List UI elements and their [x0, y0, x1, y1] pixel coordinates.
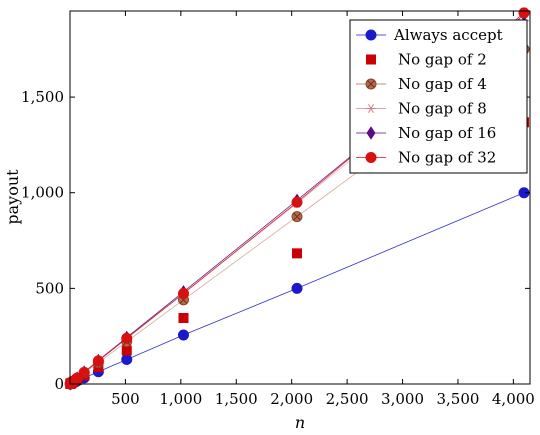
legend-label: No gap of 4 — [398, 75, 487, 93]
x-tick-label: 1,000 — [159, 390, 202, 408]
x-tick-label: 1,500 — [215, 390, 258, 408]
data-point — [92, 355, 104, 367]
x-tick-label: 500 — [111, 390, 140, 408]
x-tick-label: 2,000 — [270, 390, 313, 408]
y-axis-title: payout — [3, 169, 22, 225]
legend-marker — [365, 78, 377, 90]
data-point — [291, 282, 303, 294]
y-tick-label: 1,000 — [21, 184, 64, 202]
x-tick-label: 2,500 — [326, 390, 369, 408]
legend-entry: No gap of 8 — [356, 100, 487, 118]
data-point — [291, 211, 303, 223]
legend-box — [349, 19, 528, 174]
plot-frame — [69, 10, 531, 385]
legend-entry: No gap of 16 — [356, 124, 496, 142]
legend-marker — [366, 54, 376, 65]
ticks-layer: 500 1,000 1,500 2,000 2,500 3,000 3,500 4,000 0 5… — [21, 11, 535, 408]
legend-label: No gap of 8 — [398, 100, 487, 118]
legend-marker — [365, 152, 377, 163]
series-5 — [64, 7, 530, 390]
data-point — [291, 196, 303, 208]
data-point — [178, 329, 190, 341]
data-point — [121, 345, 132, 356]
legend-entry: No gap of 2 — [366, 51, 487, 69]
data-point — [178, 288, 190, 300]
legend-label: No gap of 32 — [398, 149, 496, 167]
legend-label: No gap of 16 — [398, 124, 496, 142]
legend-label: Always accept — [393, 26, 503, 44]
legend-entry: No gap of 32 — [356, 149, 496, 167]
x-axis-title: n — [295, 413, 305, 432]
x-tick-label: 3,000 — [381, 390, 424, 408]
y-tick-label: 0 — [54, 375, 64, 393]
data-point — [71, 372, 83, 384]
x-tick-label: 4,000 — [492, 390, 535, 408]
x-tick-label: 3,500 — [436, 390, 479, 408]
y-tick-label: 1,500 — [21, 88, 64, 106]
legend-marker — [365, 29, 377, 41]
legend-entry: Always accept — [356, 26, 503, 44]
data-point — [121, 354, 133, 366]
data-point — [292, 248, 303, 259]
legend-marker — [366, 126, 376, 140]
data-point — [518, 7, 530, 19]
data-point — [178, 313, 189, 324]
legend: Always accept No gap of 2 No gap of 4 No ga… — [349, 19, 528, 174]
data-point — [121, 332, 133, 344]
legend-marker — [366, 103, 376, 114]
y-tick-label: 500 — [35, 279, 64, 297]
legend-entry: No gap of 4 — [356, 75, 487, 93]
data-point — [78, 366, 90, 378]
legend-label: No gap of 2 — [398, 51, 487, 69]
